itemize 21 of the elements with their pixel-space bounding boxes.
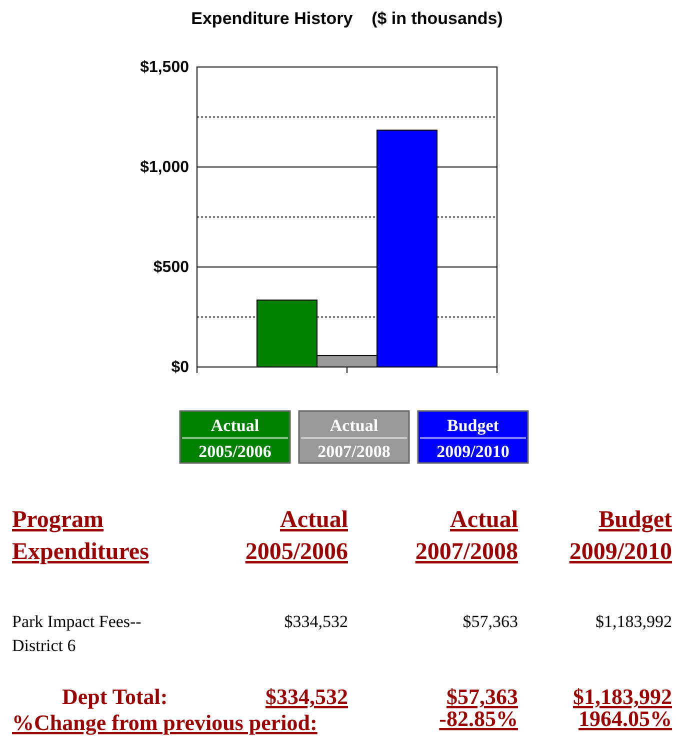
text: Actual 2005/2006	[198, 416, 272, 461]
text: Actual 2005/2006	[245, 507, 348, 565]
text: Program Expenditures	[12, 507, 149, 565]
text: Budget 2009/2010	[569, 507, 672, 565]
text: $1,183,992	[573, 684, 672, 709]
text: Actual 2007/2008	[415, 507, 518, 565]
text: $334,532	[266, 684, 348, 709]
text: $57,363	[462, 612, 518, 631]
y-tick-label: $500	[153, 259, 190, 276]
chart-title: Expenditure History ($ in thousands)	[191, 9, 503, 28]
y-tick-label: $1,500	[140, 59, 190, 76]
text: $334,532	[284, 612, 348, 631]
y-tick-label: $1,000	[140, 159, 190, 176]
text: Dept Total:	[62, 684, 168, 709]
text: $57,363	[446, 684, 518, 709]
text: $1,183,992	[596, 612, 672, 631]
text: Park Impact Fees--District 6	[12, 612, 142, 655]
text: %Change from previous period:	[12, 710, 318, 735]
text: Actual 2007/2008	[318, 416, 390, 461]
y-tick-label: $0	[171, 359, 190, 376]
text: Budget 2009/2010	[436, 416, 510, 461]
